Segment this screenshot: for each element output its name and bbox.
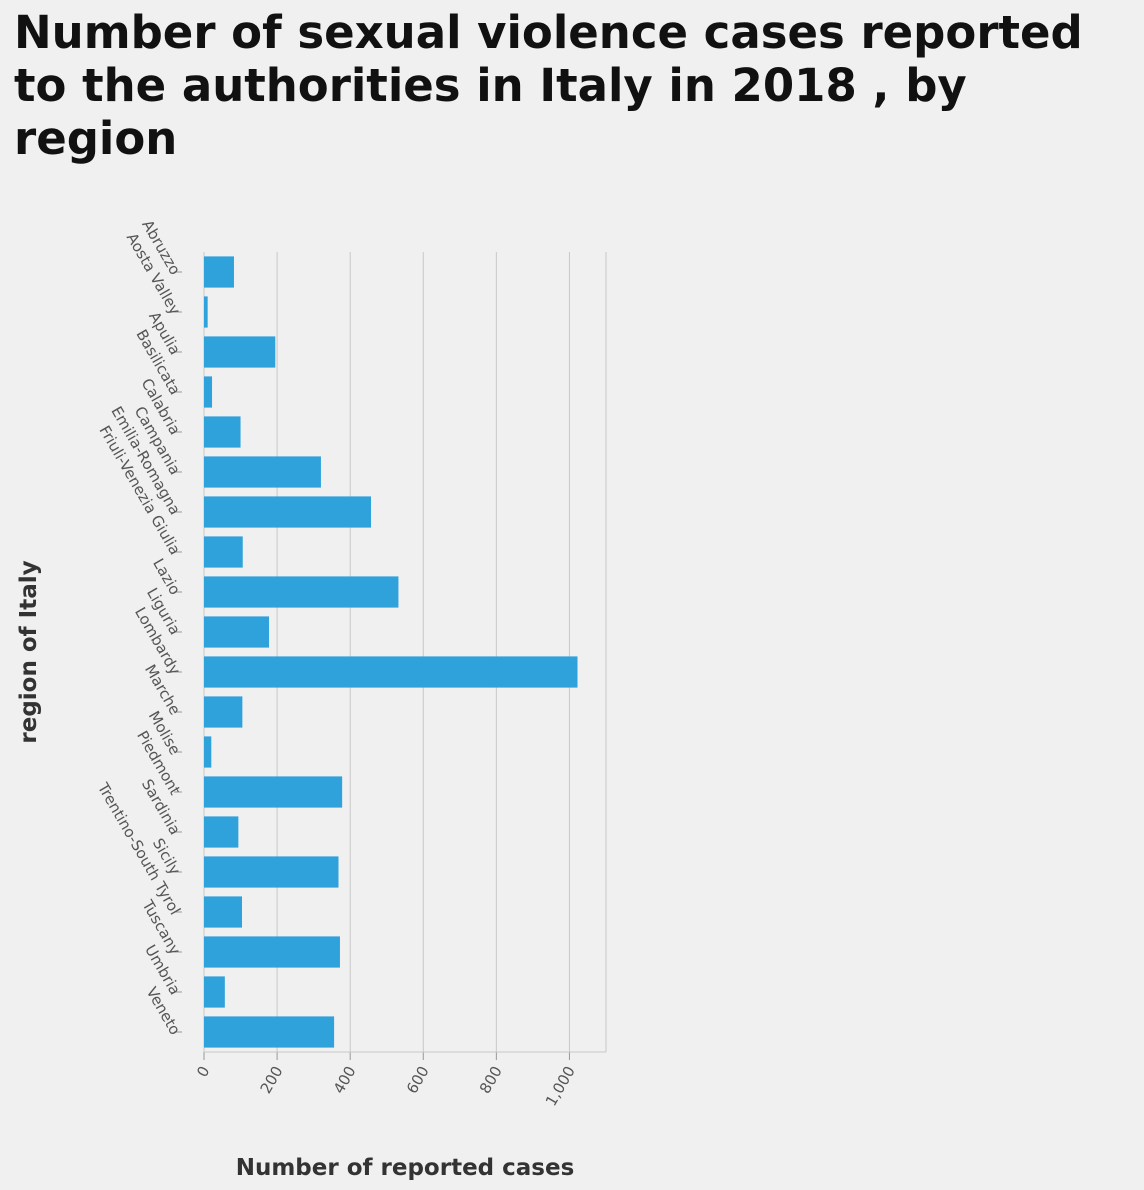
bar	[204, 816, 239, 848]
x-tick-label: 800	[476, 1063, 506, 1097]
bar	[204, 1016, 335, 1048]
bar	[204, 376, 213, 408]
bar	[204, 456, 321, 488]
x-axis-title: Number of reported cases	[236, 1155, 575, 1181]
bar	[204, 896, 243, 928]
bar	[204, 976, 225, 1008]
x-tick-label: 1,000	[542, 1063, 579, 1109]
bar	[204, 496, 372, 528]
bars	[204, 256, 578, 1048]
bar	[204, 656, 578, 688]
x-tick-label: 0	[193, 1063, 213, 1080]
x-tick-label: 400	[330, 1063, 360, 1097]
bar	[204, 296, 208, 328]
bar	[204, 936, 340, 968]
bar	[204, 576, 399, 608]
chart-title: Number of sexual violence cases reported…	[14, 6, 1083, 165]
y-axis-title: region of Italy	[16, 560, 42, 743]
bar	[204, 736, 212, 768]
bar	[204, 416, 241, 448]
bar	[204, 776, 343, 808]
bar	[204, 856, 339, 888]
bar	[204, 256, 234, 288]
bar	[204, 616, 270, 648]
x-tick-label: 600	[403, 1063, 433, 1097]
bar	[204, 336, 276, 368]
bar	[204, 536, 243, 568]
bar	[204, 696, 243, 728]
grid-lines	[203, 252, 607, 1052]
x-tick-label: 200	[257, 1063, 287, 1097]
